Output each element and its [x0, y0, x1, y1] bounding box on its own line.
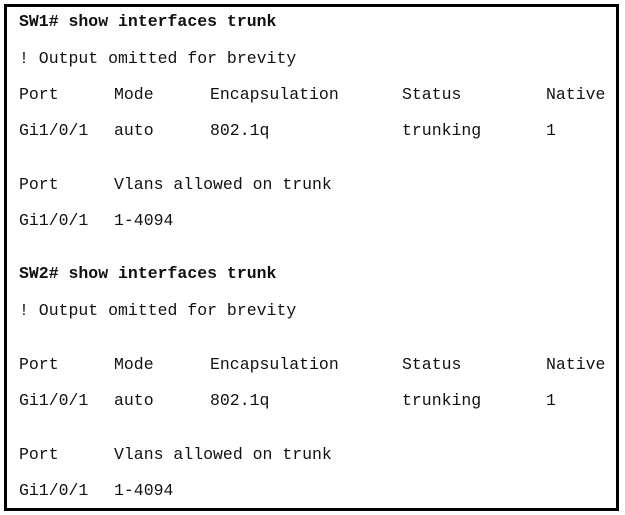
column-header: Status	[402, 355, 462, 374]
vlan-row: Gi1/0/1 1-4094	[0, 481, 625, 501]
command-text: SW1# show interfaces trunk	[19, 12, 277, 31]
command-line: SW2# show interfaces trunk	[0, 264, 625, 284]
table-row: Gi1/0/1 auto 802.1q trunking 1	[0, 391, 625, 411]
column-header: Mode	[114, 85, 154, 104]
table-header-row: Port Mode Encapsulation Status Native	[0, 85, 625, 105]
column-header: Port	[19, 175, 59, 194]
vlan-row: Gi1/0/1 1-4094	[0, 211, 625, 231]
column-header: Port	[19, 355, 59, 374]
cli-output-frame	[4, 4, 619, 511]
table-cell: Gi1/0/1	[19, 121, 89, 140]
column-header: Encapsulation	[210, 85, 339, 104]
table-row: Gi1/0/1 auto 802.1q trunking 1	[0, 121, 625, 141]
comment-text: ! Output omitted for brevity	[19, 49, 297, 68]
table-cell: 1-4094	[114, 211, 174, 230]
command-line: SW1# show interfaces trunk	[0, 12, 625, 32]
column-header: Mode	[114, 355, 154, 374]
table-cell: 802.1q	[210, 391, 270, 410]
vlan-header-row: Port Vlans allowed on trunk	[0, 445, 625, 465]
table-header-row: Port Mode Encapsulation Status Native	[0, 355, 625, 375]
table-cell: Gi1/0/1	[19, 391, 89, 410]
table-cell: Gi1/0/1	[19, 211, 89, 230]
table-cell: 1-4094	[114, 481, 174, 500]
column-header: Vlans allowed on trunk	[114, 445, 332, 464]
comment-line: ! Output omitted for brevity	[0, 301, 625, 321]
table-cell: 802.1q	[210, 121, 270, 140]
table-cell: trunking	[402, 391, 482, 410]
table-cell: 1	[546, 391, 556, 410]
column-header: Port	[19, 85, 59, 104]
command-text: SW2# show interfaces trunk	[19, 264, 277, 283]
column-header: Status	[402, 85, 462, 104]
comment-text: ! Output omitted for brevity	[19, 301, 297, 320]
comment-line: ! Output omitted for brevity	[0, 49, 625, 69]
table-cell: Gi1/0/1	[19, 481, 89, 500]
table-cell: trunking	[402, 121, 482, 140]
column-header: Encapsulation	[210, 355, 339, 374]
column-header: Native	[546, 355, 606, 374]
table-cell: 1	[546, 121, 556, 140]
column-header: Vlans allowed on trunk	[114, 175, 332, 194]
column-header: Native	[546, 85, 606, 104]
column-header: Port	[19, 445, 59, 464]
vlan-header-row: Port Vlans allowed on trunk	[0, 175, 625, 195]
table-cell: auto	[114, 121, 154, 140]
table-cell: auto	[114, 391, 154, 410]
